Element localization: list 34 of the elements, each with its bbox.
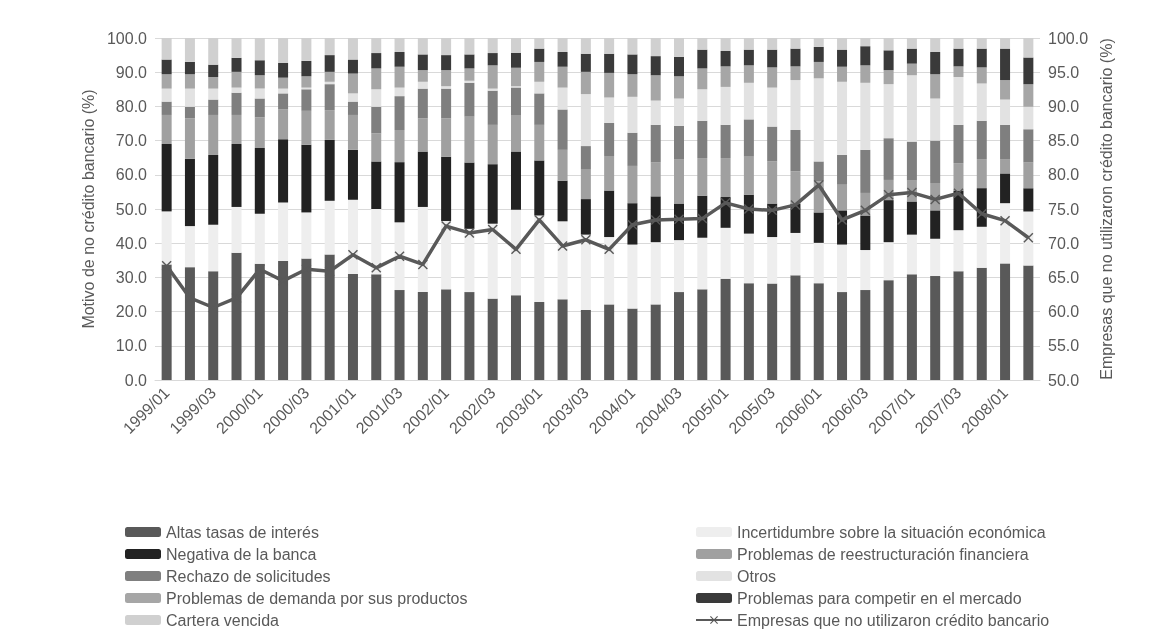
legend-label: Empresas que no utilizaron crédito bancario [737,611,1050,629]
y-tick-label: 10.0 [115,337,148,355]
y-tick-label: 20.0 [115,303,148,321]
y2-tick-label: 85.0 [1048,132,1080,150]
legend-label: Negativa de la banca [166,545,317,563]
y2-tick-label: 70.0 [1048,234,1080,252]
legend-label: Cartera vencida [166,611,280,629]
y-tick-label: 80.0 [115,97,148,115]
y2-tick-label: 100.0 [1048,29,1089,47]
y-tick-label: 50.0 [115,200,148,218]
y2-tick-label: 95.0 [1048,63,1080,81]
legend-label: Rechazo de solicitudes [166,567,331,585]
y-axis-title: Motivo de no crédito bancario (%) [79,89,97,329]
y-tick-label: 60.0 [115,166,148,184]
legend-label: Altas tasas de interés [166,523,319,541]
y2-tick-label: 65.0 [1048,268,1080,286]
legend-label: Otros [737,567,777,585]
y-tick-label: 100.0 [106,29,148,47]
legend-label: Incertidumbre sobre la situación económica [737,523,1046,541]
y-tick-label: 70.0 [115,132,148,150]
legend-label: Problemas para competir en el mercado [737,589,1022,607]
y-tick-label: 90.0 [115,63,148,81]
y2-tick-label: 55.0 [1048,337,1080,355]
legend-label: Problemas de demanda por sus productos [166,589,468,607]
y2-tick-label: 90.0 [1048,97,1080,115]
y2-tick-label: 80.0 [1048,166,1080,184]
y-tick-label: 30.0 [115,268,148,286]
y2-tick-label: 60.0 [1048,303,1080,321]
y-tick-label: 0.0 [124,371,148,389]
y-tick-label: 40.0 [115,234,148,252]
y2-tick-label: 50.0 [1048,371,1080,389]
y2-tick-label: 75.0 [1048,200,1080,218]
legend-label: Problemas de reestructuración financiera [737,545,1029,563]
y2-axis-title: Empresas que no utilizaron crédito bancario (%) [1098,38,1116,380]
